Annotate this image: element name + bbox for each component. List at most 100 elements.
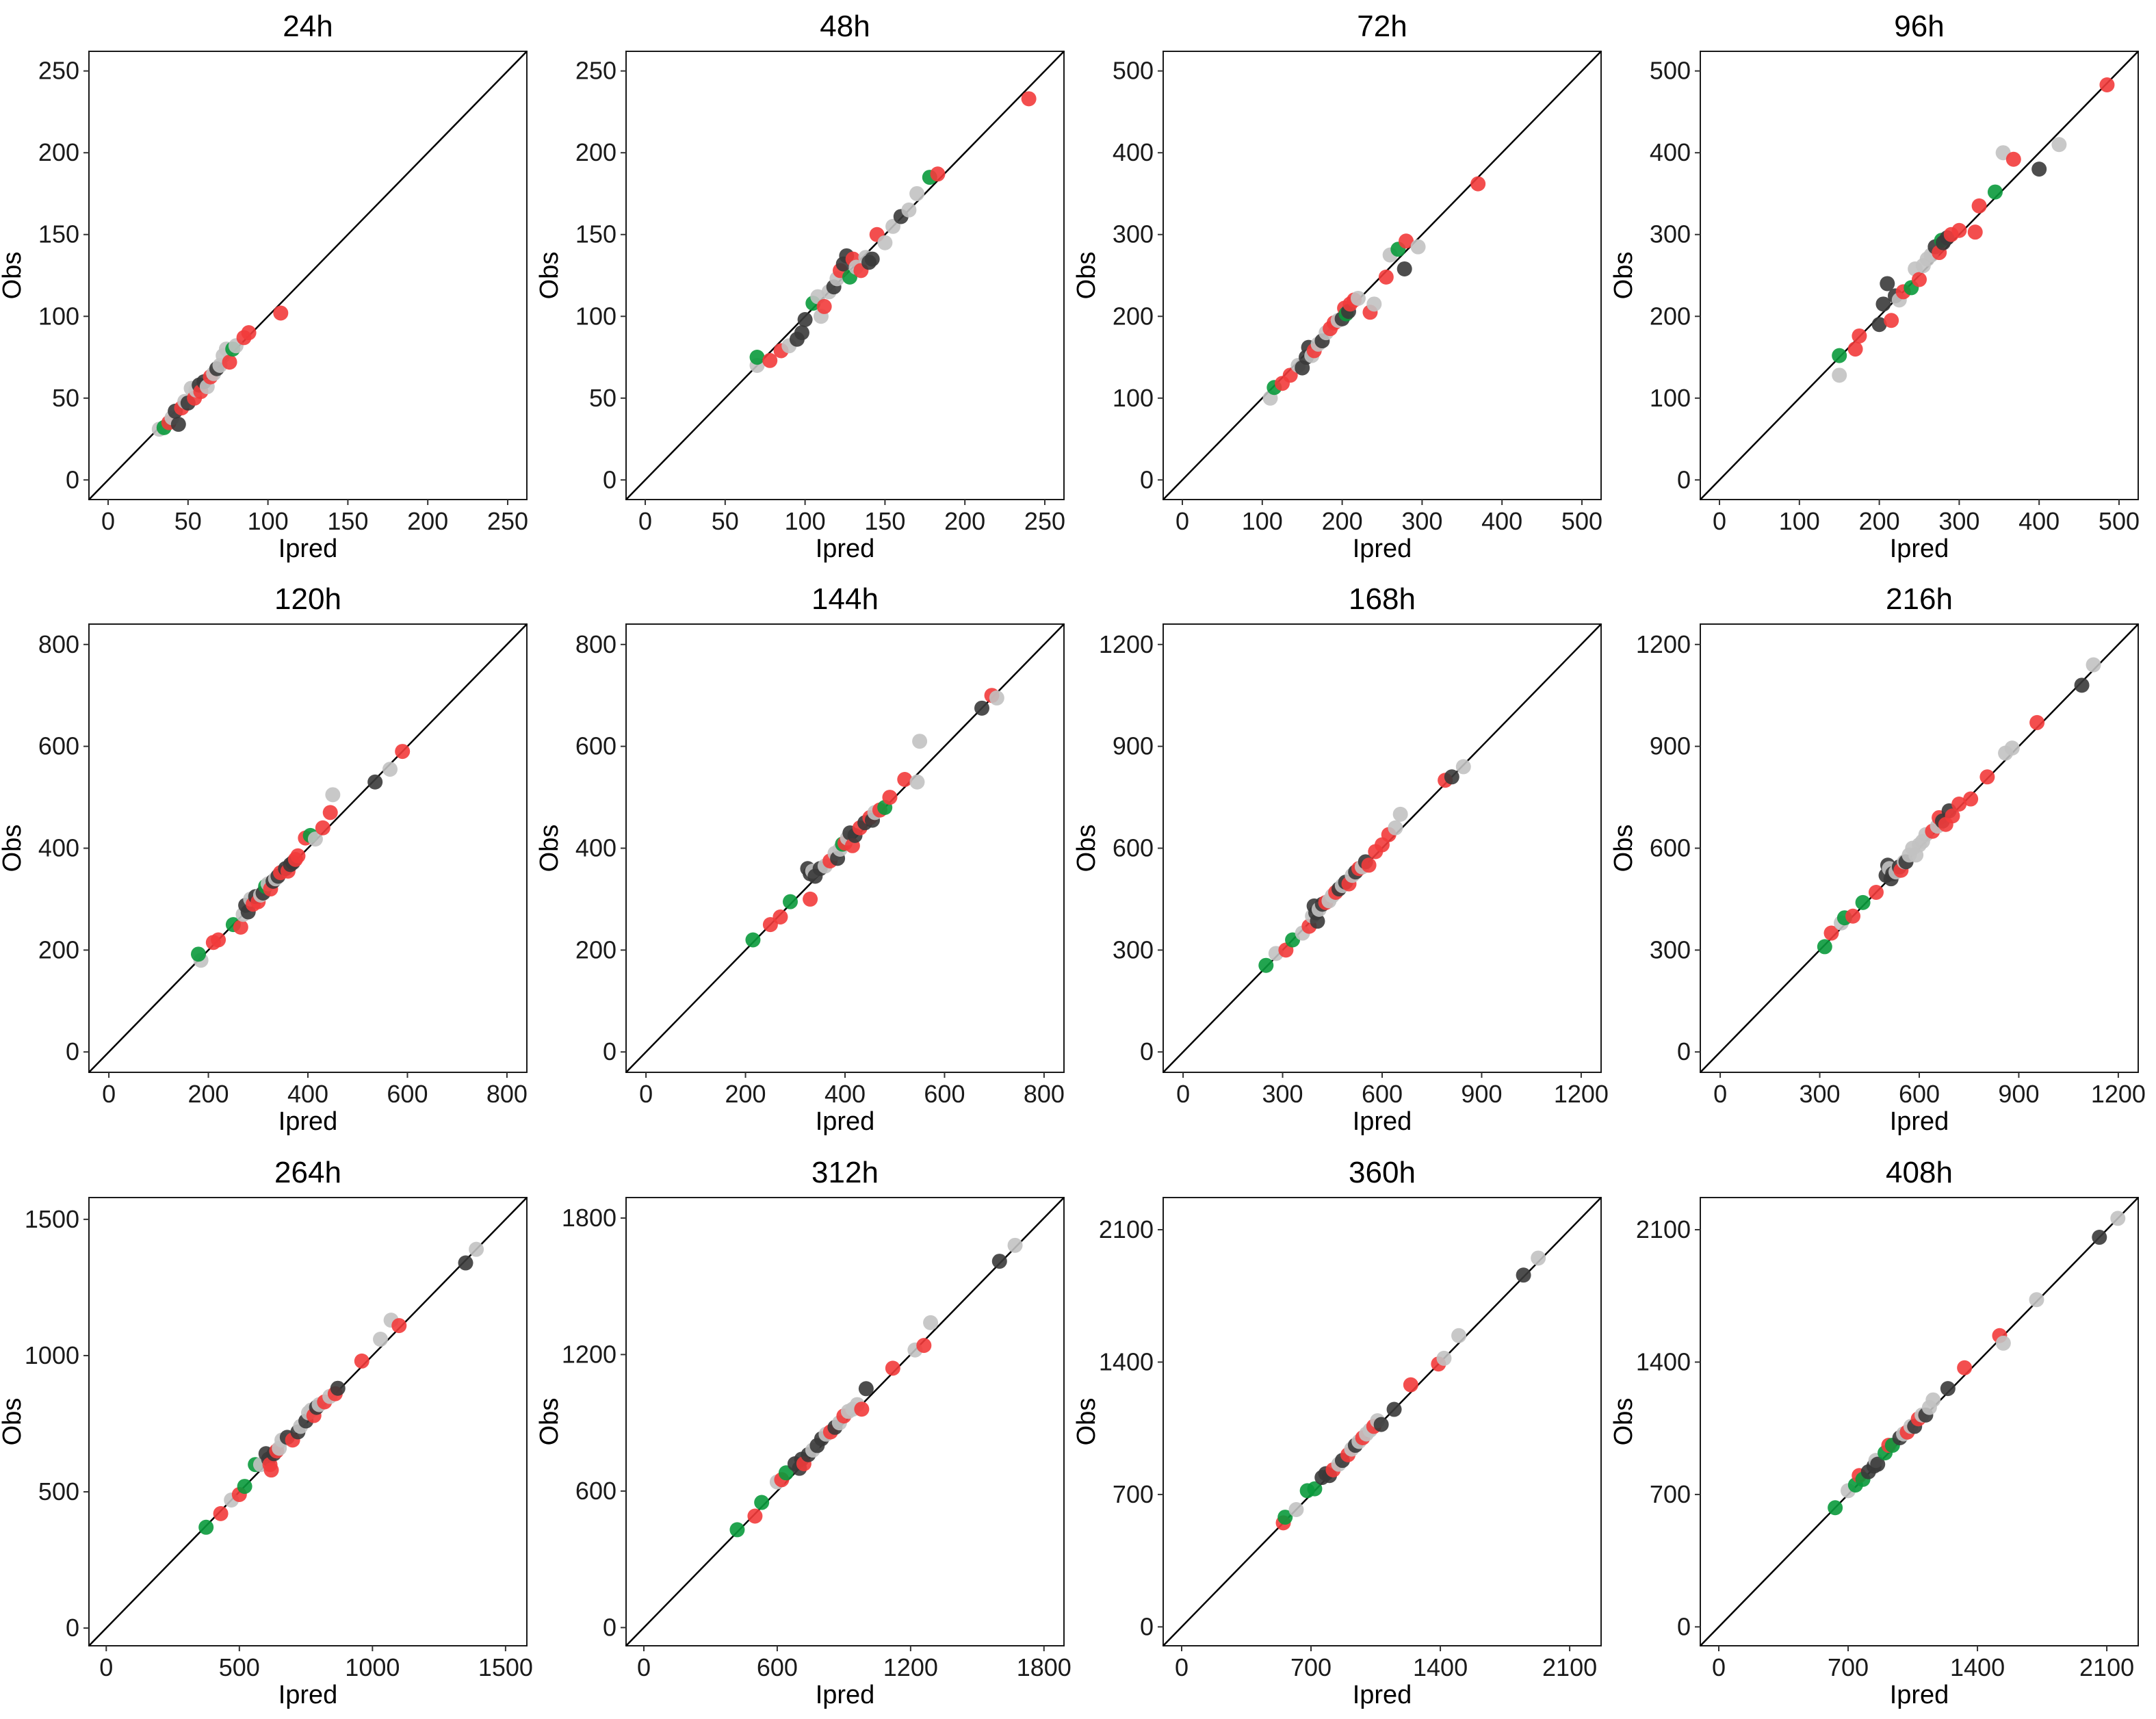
x-tick-label: 1400 [1950, 1653, 2005, 1681]
y-tick-label: 300 [1650, 935, 1691, 964]
y-tick-label: 0 [66, 1614, 79, 1642]
y-axis-title: Obs [0, 825, 27, 873]
data-point-red [1847, 341, 1863, 357]
data-point-red [885, 1360, 900, 1376]
y-tick-label: 1400 [1099, 1347, 1154, 1375]
data-point-grey [2086, 657, 2101, 673]
panel-216h: 216h 00 300 300 600 600 900 900 1200 1200 Ipred Obs [1609, 582, 2146, 1136]
y-tick-label: 0 [1140, 1612, 1154, 1640]
data-point-grey [1531, 1250, 1546, 1266]
data-point-green [1832, 348, 1847, 363]
data-point-black [1880, 276, 1895, 292]
data-point-grey [1350, 290, 1366, 306]
panel-96h: 96h 00 100 100 200 200 300 300 400 400 500 500 Ipred… [1609, 10, 2140, 563]
y-tick-label: 300 [1113, 935, 1154, 964]
x-tick-label: 250 [487, 507, 528, 535]
data-point-red [1912, 272, 1927, 287]
panel-title: 24h [283, 10, 333, 43]
data-point-black [1386, 1401, 1402, 1417]
x-tick-label: 100 [1779, 507, 1820, 535]
data-point-red [1957, 1360, 1973, 1375]
data-point-red [747, 1508, 763, 1524]
data-point-green [191, 946, 206, 962]
x-tick-label: 0 [1712, 1653, 1726, 1681]
x-axis-title: Ipred [816, 534, 875, 563]
y-tick-label: 200 [38, 935, 79, 964]
y-tick-label: 150 [575, 220, 616, 248]
y-tick-label: 1400 [1636, 1347, 1691, 1375]
y-tick-label: 0 [1140, 1037, 1154, 1065]
data-point-grey [1436, 1350, 1452, 1366]
x-axis-title: Ipred [1890, 1681, 1949, 1709]
x-tick-label: 200 [1859, 507, 1900, 535]
y-tick-label: 100 [1113, 384, 1154, 412]
data-point-black [1940, 1381, 1956, 1397]
panel-border [88, 51, 528, 500]
x-tick-label: 400 [2018, 507, 2060, 535]
panel-24h: 24h 00 50 50 100 100 150 150 200 200 250 250 Ipred Ob… [0, 10, 528, 563]
y-tick-label: 200 [575, 935, 616, 964]
x-axis-title: Ipred [278, 1681, 338, 1709]
x-axis-title: Ipred [1353, 534, 1412, 563]
y-tick-label: 500 [1650, 57, 1691, 85]
y-tick-label: 0 [66, 465, 79, 493]
data-point-black [170, 417, 186, 432]
data-point-black [2092, 1230, 2107, 1245]
data-point-grey [989, 690, 1004, 706]
panel-title: 168h [1349, 582, 1416, 616]
data-point-red [1967, 224, 1983, 240]
panel-312h: 312h 00 600 600 1200 1200 1800 1800 Ipred Obs [535, 1156, 1071, 1709]
y-tick-label: 0 [1677, 1612, 1691, 1640]
y-tick-label: 0 [603, 1037, 616, 1065]
data-point-red [1399, 233, 1414, 249]
x-tick-label: 1200 [1554, 1080, 1609, 1108]
data-point-green [1307, 1481, 1323, 1497]
x-tick-label: 700 [1290, 1653, 1332, 1681]
x-tick-label: 600 [1899, 1080, 1940, 1108]
x-tick-label: 50 [174, 507, 202, 535]
x-tick-label: 0 [638, 507, 652, 535]
data-point-red [2005, 151, 2021, 167]
data-point-red [2029, 714, 2045, 730]
y-tick-label: 1500 [25, 1205, 79, 1233]
y-tick-label: 700 [1650, 1480, 1691, 1508]
data-point-grey [1288, 1502, 1304, 1518]
x-tick-label: 1000 [345, 1653, 400, 1681]
panel-144h: 144h 00 200 200 400 400 600 600 800 800 Ipred Obs [535, 582, 1065, 1136]
y-axis-title: Obs [1609, 1398, 1638, 1446]
data-point-green [745, 932, 761, 948]
data-point-red [263, 1462, 279, 1478]
data-point-red [1868, 885, 1884, 901]
x-tick-label: 400 [1481, 507, 1522, 535]
x-axis-title: Ipred [1890, 534, 1949, 563]
data-point-black [330, 1380, 346, 1396]
data-point-red [211, 932, 226, 948]
panel-title: 120h [274, 582, 341, 616]
y-tick-label: 900 [1650, 732, 1691, 760]
x-tick-label: 2100 [1542, 1653, 1597, 1681]
y-tick-label: 0 [603, 1613, 616, 1641]
x-tick-label: 200 [1322, 507, 1363, 535]
x-tick-label: 0 [101, 507, 115, 535]
data-point-green [198, 1519, 214, 1535]
x-tick-label: 250 [1024, 507, 1065, 535]
x-tick-label: 0 [99, 1653, 113, 1681]
identity-line [88, 623, 528, 1073]
panel-border [1163, 1197, 1602, 1646]
y-axis-title: Obs [1609, 252, 1638, 300]
panel-title: 408h [1886, 1156, 1953, 1189]
panel-title: 216h [1886, 582, 1953, 616]
x-tick-label: 900 [1998, 1080, 2039, 1108]
data-point-black [1373, 1417, 1389, 1432]
x-tick-label: 2100 [2079, 1653, 2134, 1681]
y-tick-label: 200 [1113, 302, 1154, 330]
data-point-red [816, 298, 832, 314]
data-point-grey [307, 831, 323, 847]
y-axis-title: Obs [0, 1398, 27, 1446]
data-point-black [1310, 914, 1325, 929]
y-tick-label: 200 [575, 138, 616, 166]
panel-border [1163, 51, 1602, 500]
data-point-red [1470, 176, 1486, 192]
data-point-grey [909, 185, 925, 201]
data-point-grey [1007, 1237, 1023, 1253]
